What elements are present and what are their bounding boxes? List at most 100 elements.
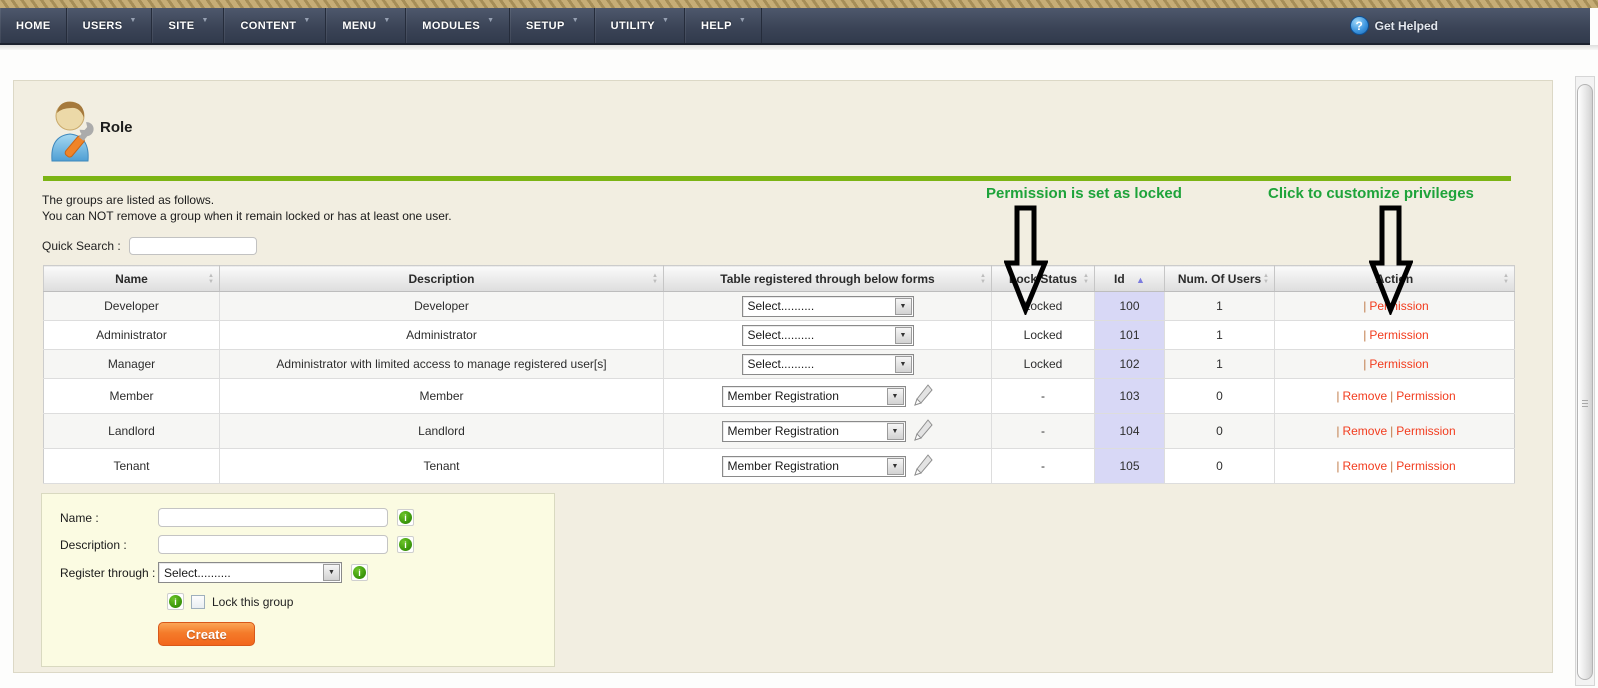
quick-search-input[interactable] [128, 237, 257, 255]
nav-item-content[interactable]: CONTENT ▼ [224, 8, 327, 43]
lock-status: - [991, 413, 1095, 449]
scrollbar-grip-icon [1582, 400, 1588, 408]
register-form-select[interactable]: Select.......... ▼ [741, 353, 914, 375]
nav-item-label: SITE [168, 19, 195, 32]
edit-pencil-icon[interactable] [912, 453, 934, 480]
nav-item-setup[interactable]: SETUP ▼ [510, 8, 595, 43]
nav-item-users[interactable]: USERS ▼ [66, 8, 153, 43]
navbar-shadow [0, 45, 1598, 50]
num-users: 1 [1164, 349, 1275, 379]
edit-pencil-icon[interactable] [912, 418, 934, 445]
create-button[interactable]: Create [158, 622, 255, 646]
role-description: Member [219, 378, 664, 414]
role-description: Tenant [219, 448, 664, 484]
nav-item-label: UTILITY [610, 19, 656, 32]
lock-group-label: Lock this group [212, 594, 294, 609]
dropdown-arrow-icon[interactable]: ▼ [323, 564, 340, 581]
role-id: 100 [1094, 291, 1165, 321]
register-through-select[interactable]: Select.......... ▼ [158, 562, 342, 583]
table-header-row: Name ▲ ▼ Description ▲ ▼ Table registered … [43, 265, 1515, 292]
chevron-down-icon: ▼ [129, 17, 137, 24]
scrollbar-thumb[interactable] [1577, 84, 1593, 680]
dropdown-arrow-icon[interactable]: ▼ [894, 297, 912, 315]
lock-status: Locked [991, 291, 1095, 321]
remove-link[interactable]: Remove [1342, 424, 1388, 438]
role-id: 101 [1094, 320, 1165, 350]
dropdown-arrow-icon[interactable]: ▼ [886, 457, 904, 475]
content-panel: Role The groups are listed as follows. Y… [13, 80, 1553, 673]
num-users: 0 [1164, 413, 1275, 449]
permission-link[interactable]: Permission [1396, 459, 1456, 473]
chevron-down-icon: ▼ [487, 17, 495, 24]
table-row-member: Member Member Member Registration ▼ - 10… [43, 378, 1515, 414]
column-header-id[interactable]: Id ▲ [1094, 265, 1165, 292]
nav-item-menu[interactable]: MENU ▼ [326, 8, 407, 43]
table-row-tenant: Tenant Tenant Member Registration ▼ - 10… [43, 448, 1515, 484]
column-header-num-users[interactable]: Num. Of Users ▲ ▼ [1164, 265, 1275, 292]
edit-pencil-icon[interactable] [912, 383, 934, 410]
nav-item-label: HOME [16, 19, 51, 32]
column-header-description[interactable]: Description ▲ ▼ [219, 265, 664, 292]
intro-text: The groups are listed as follows. You ca… [42, 192, 452, 224]
nav-item-site[interactable]: SITE ▼ [152, 8, 225, 43]
sort-icon: ▲ ▼ [652, 272, 658, 285]
permission-link[interactable]: Permission [1396, 424, 1456, 438]
chevron-down-icon: ▼ [303, 17, 311, 24]
description-input[interactable] [158, 535, 388, 554]
register-form-select[interactable]: Select.......... ▼ [741, 295, 914, 317]
dropdown-arrow-icon[interactable]: ▼ [886, 422, 904, 440]
register-form-select[interactable]: Member Registration ▼ [721, 385, 906, 407]
user-role-icon [42, 97, 100, 166]
vertical-scrollbar[interactable] [1575, 76, 1595, 686]
chevron-down-icon: ▼ [662, 17, 669, 24]
intro-line-2: You can NOT remove a group when it remai… [42, 209, 452, 223]
main-navbar: HOME USERS ▼ SITE ▼ CONTENT ▼ MENU ▼ MOD… [0, 8, 1590, 45]
info-icon[interactable]: i [167, 593, 184, 610]
lock-status: - [991, 378, 1095, 414]
column-header-action[interactable]: Action ▲ ▼ [1274, 265, 1515, 292]
info-icon[interactable]: i [351, 564, 368, 581]
dropdown-arrow-icon[interactable]: ▼ [886, 387, 904, 405]
nav-item-modules[interactable]: MODULES ▼ [406, 8, 511, 43]
sort-icon: ▲ ▼ [208, 272, 214, 285]
info-icon[interactable]: i [397, 536, 414, 553]
permission-link[interactable]: Permission [1396, 389, 1456, 403]
register-form-select[interactable]: Select.......... ▼ [741, 324, 914, 346]
get-helped-button[interactable]: ? Get Helped [1349, 8, 1438, 43]
permission-link[interactable]: Permission [1369, 299, 1429, 313]
role-name: Tenant [43, 448, 220, 484]
num-users: 0 [1164, 378, 1275, 414]
column-header-name[interactable]: Name ▲ ▼ [43, 265, 220, 292]
role-name: Administrator [43, 320, 220, 350]
nav-item-help[interactable]: HELP ▼ [684, 8, 762, 43]
annotation-privileges: Click to customize privileges [1268, 185, 1474, 202]
nav-item-label: MODULES [422, 19, 481, 32]
sort-icon: ▲ ▼ [980, 272, 986, 285]
nav-item-label: HELP [700, 19, 732, 32]
table-row-landlord: Landlord Landlord Member Registration ▼ … [43, 413, 1515, 449]
lock-group-checkbox[interactable] [191, 594, 205, 609]
dropdown-arrow-icon[interactable]: ▼ [894, 326, 912, 344]
nav-item-home[interactable]: HOME [0, 8, 67, 43]
num-users: 1 [1164, 291, 1275, 321]
role-id: 104 [1094, 413, 1165, 449]
dropdown-arrow-icon[interactable]: ▼ [894, 355, 912, 373]
nav-item-utility[interactable]: UTILITY ▼ [594, 8, 685, 43]
role-description: Administrator [219, 320, 664, 350]
lock-status: Locked [991, 320, 1095, 350]
permission-link[interactable]: Permission [1369, 357, 1429, 371]
roles-table: Name ▲ ▼ Description ▲ ▼ Table registered … [43, 265, 1515, 484]
role-name: Member [43, 378, 220, 414]
remove-link[interactable]: Remove [1342, 459, 1388, 473]
register-form-select[interactable]: Member Registration ▼ [721, 455, 906, 477]
column-header-register[interactable]: Table registered through below forms ▲ ▼ [663, 265, 992, 292]
name-input[interactable] [158, 508, 388, 527]
sort-icon: ▲ ▼ [1503, 272, 1509, 285]
permission-link[interactable]: Permission [1369, 328, 1429, 342]
num-users: 0 [1164, 448, 1275, 484]
info-icon[interactable]: i [397, 509, 414, 526]
remove-link[interactable]: Remove [1342, 389, 1388, 403]
register-form-select[interactable]: Member Registration ▼ [721, 420, 906, 442]
chevron-down-icon: ▼ [571, 17, 579, 24]
